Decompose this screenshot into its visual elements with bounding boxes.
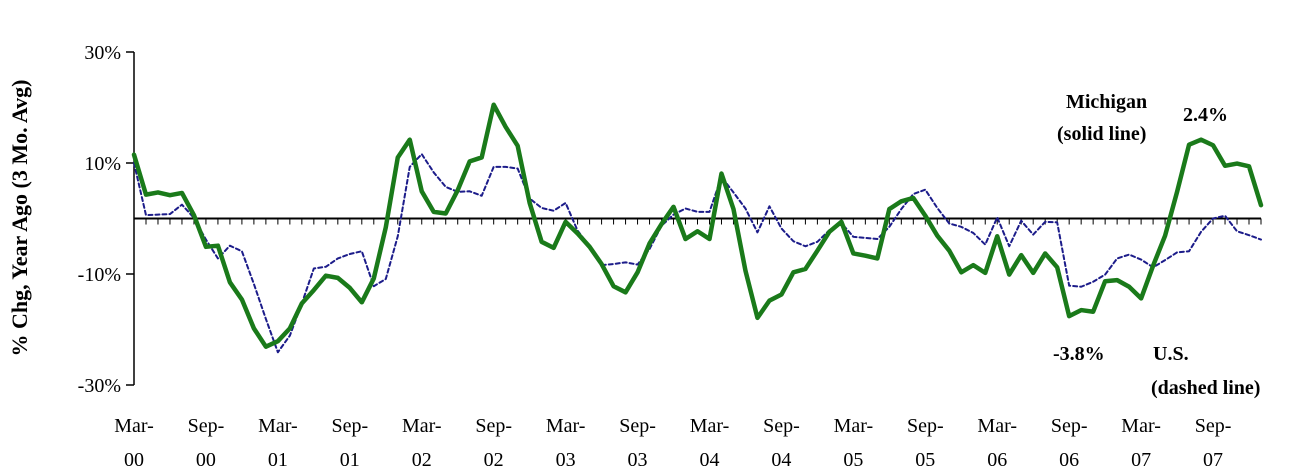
- us-series-line: [133, 153, 1262, 354]
- x-tick-label: Sep-: [331, 415, 368, 437]
- x-tick-label-year: 02: [412, 449, 432, 469]
- x-tick-label: Mar-: [690, 415, 730, 437]
- michigan-value-label: 2.4%: [1183, 104, 1228, 126]
- x-tick-label: Sep-: [475, 415, 512, 437]
- y-tick-label: -10%: [78, 264, 121, 286]
- x-tick-label-year: 07: [1131, 449, 1151, 469]
- x-tick-label-year: 06: [987, 449, 1007, 469]
- x-tick-label-year: 05: [915, 449, 935, 469]
- michigan-label: Michigan: [1066, 91, 1147, 113]
- x-tick-label: Sep-: [188, 415, 225, 437]
- x-tick-label: Mar-: [546, 415, 586, 437]
- x-tick-label-year: 03: [628, 449, 648, 469]
- us-sublabel: (dashed line): [1151, 377, 1260, 399]
- x-tick-label: Sep-: [907, 415, 944, 437]
- x-tick-label: Mar-: [1121, 415, 1161, 437]
- us-value-label: -3.8%: [1053, 343, 1105, 365]
- x-tick-label: Mar-: [402, 415, 442, 437]
- michigan-sublabel: (solid line): [1057, 123, 1146, 145]
- series-group: [131, 102, 1264, 354]
- y-axis: 30% 10% -10% -30%: [78, 42, 135, 397]
- x-tick-label: Sep-: [1051, 415, 1088, 437]
- x-tick-label: Sep-: [619, 415, 656, 437]
- x-tick-label: Mar-: [977, 415, 1017, 437]
- y-tick-label: 10%: [84, 153, 121, 175]
- y-tick-label: -30%: [78, 375, 121, 397]
- x-tick-label-year: 02: [484, 449, 504, 469]
- x-tick-label: Sep-: [1195, 415, 1232, 437]
- x-tick-label-year: 00: [124, 449, 144, 469]
- x-tick-label-year: 01: [268, 449, 288, 469]
- x-tick-label: Sep-: [763, 415, 800, 437]
- x-tick-label-year: 07: [1203, 449, 1223, 469]
- x-tick-label-year: 05: [843, 449, 863, 469]
- us-label: U.S.: [1153, 343, 1189, 365]
- x-tick-label-year: 01: [340, 449, 360, 469]
- y-tick-label: 30%: [84, 42, 121, 64]
- x-tick-label: Mar-: [834, 415, 874, 437]
- x-tick-label-year: 00: [196, 449, 216, 469]
- x-tick-label-year: 04: [699, 449, 719, 469]
- x-tick-label-year: 04: [771, 449, 791, 469]
- x-tick-label-year: 06: [1059, 449, 1079, 469]
- x-axis: Mar- 00 Sep- 00 Mar- 01 Sep- 01 Mar- 02 Sep- 02 Mar-…: [114, 217, 1262, 469]
- x-tick-label: Mar-: [114, 415, 154, 437]
- x-tick-label-year: 03: [556, 449, 576, 469]
- y-axis-title: % Chg, Year Ago (3 Mo. Avg): [7, 79, 32, 356]
- michigan-series-line: [131, 102, 1264, 349]
- x-tick-label: Mar-: [258, 415, 298, 437]
